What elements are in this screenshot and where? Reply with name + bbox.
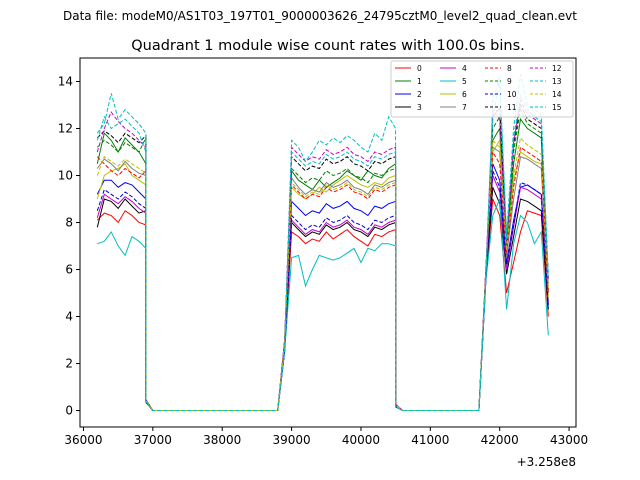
legend-label-5: 5 [462,77,467,86]
x-offset-label: +3.258e8 [517,455,576,469]
legend-label-8: 8 [507,64,512,73]
y-tick-label: 8 [65,216,73,230]
plot-lines [96,74,549,411]
y-tick-label: 14 [58,75,73,89]
plot-frame [79,57,577,428]
legend-label-3: 3 [417,103,422,112]
y-tick-label: 12 [58,122,73,136]
legend-label-14: 14 [552,90,562,99]
legend-label-10: 10 [507,90,517,99]
legend-label-2: 2 [417,90,422,99]
y-tick-label: 2 [65,357,73,371]
legend-label-12: 12 [552,64,562,73]
series-line-15 [96,76,549,411]
legend-label-1: 1 [417,77,422,86]
legend-label-11: 11 [507,103,517,112]
suptitle: Data file: modeM0/AS1T03_197T01_90000036… [63,9,577,23]
y-tick-label: 10 [58,169,73,183]
series-line-12 [96,98,549,411]
legend-box [390,60,574,118]
legend-label-0: 0 [417,64,422,73]
legend-label-15: 15 [552,103,562,112]
x-tick-label: 41000 [411,433,449,447]
x-tick-label: 40000 [342,433,380,447]
x-tick-label: 36000 [64,433,102,447]
x-tick-label: 43000 [550,433,588,447]
y-tick-label: 4 [65,310,73,324]
x-tick-label: 37000 [134,433,172,447]
x-axis: 36000 37000 38000 39000 40000 41000 42000 43000 [64,427,588,447]
x-tick-label: 38000 [203,433,241,447]
y-axis: 0 2 4 6 8 10 12 14 [58,75,80,418]
legend-label-13: 13 [552,77,562,86]
legend-label-6: 6 [462,90,467,99]
y-tick-label: 0 [65,404,73,418]
legend-label-9: 9 [507,77,512,86]
legend-label-7: 7 [462,103,467,112]
legend-label-4: 4 [462,64,467,73]
y-tick-label: 6 [65,263,73,277]
series-line-13 [96,74,549,411]
x-tick-label: 42000 [481,433,519,447]
chart-title: Quadrant 1 module wise count rates with … [131,38,525,54]
x-tick-label: 39000 [272,433,310,447]
